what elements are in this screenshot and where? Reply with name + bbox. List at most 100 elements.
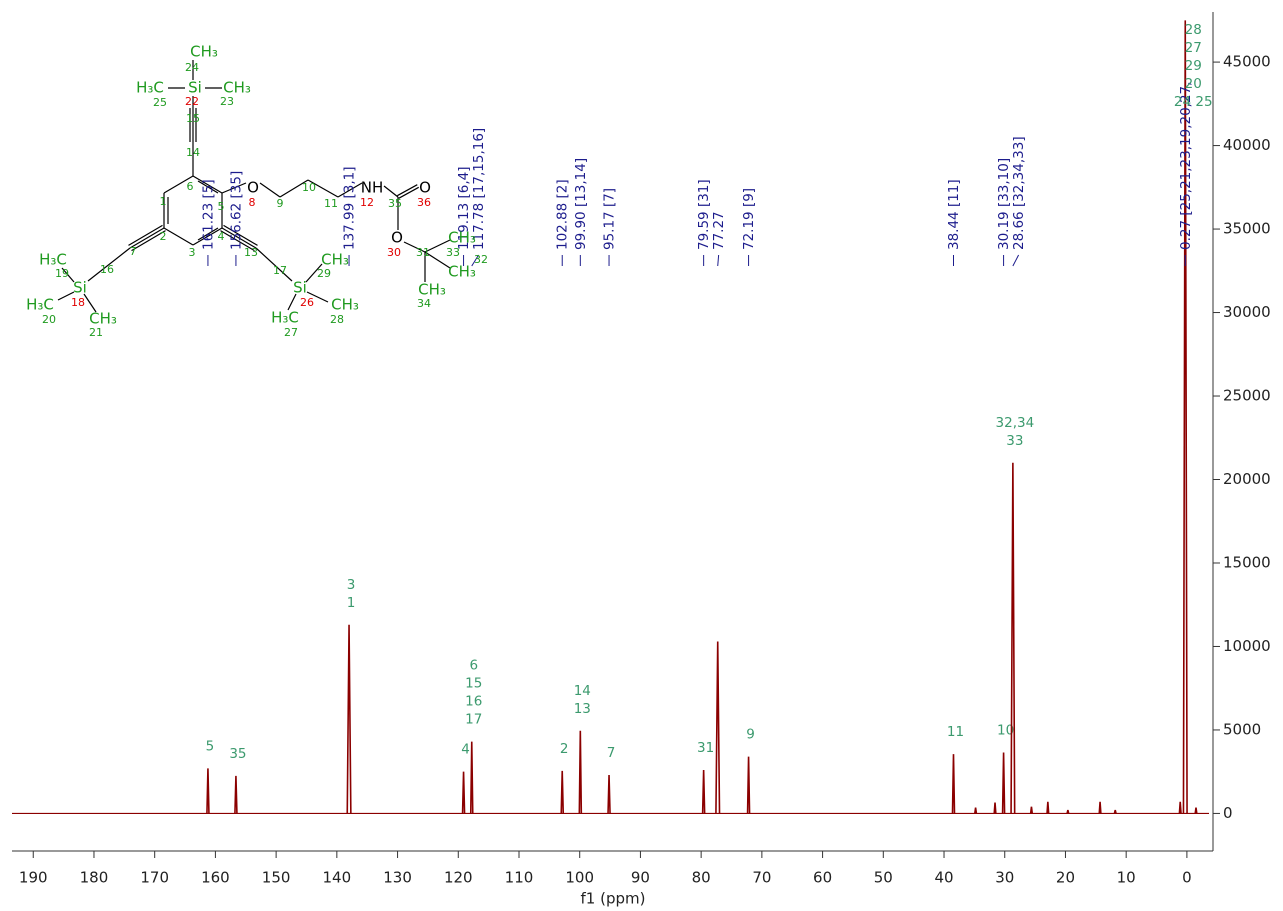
x-tick-label: 120	[444, 869, 473, 887]
assignment-label: 33	[1006, 433, 1023, 449]
structure-label: 28	[330, 313, 344, 326]
assignment-label: 5	[206, 738, 215, 754]
assignment-label: 15	[465, 676, 482, 692]
structure-label: Si	[293, 279, 307, 297]
structure-label: 25	[153, 96, 167, 109]
assignment-label: 11	[947, 724, 964, 740]
x-tick-label: 190	[19, 869, 48, 887]
peak	[1010, 462, 1016, 814]
x-tick-label: 180	[80, 869, 109, 887]
peak	[701, 770, 706, 814]
structure-label: CH₃	[448, 263, 476, 281]
assignment-label: 7	[607, 745, 616, 761]
peak	[715, 641, 721, 814]
assignment-label: 17	[465, 712, 482, 728]
structure-label: 7	[130, 245, 137, 258]
x-tick-label: 60	[813, 869, 832, 887]
bond	[305, 263, 323, 283]
peak-label: 102.88 [2]	[555, 179, 571, 250]
assignment-label: 20	[1185, 76, 1202, 92]
bond	[221, 227, 257, 249]
structure-label: CH₃	[190, 43, 218, 61]
structure-label: 16	[100, 263, 114, 276]
bond	[131, 230, 166, 252]
assignment-label: 10	[997, 722, 1014, 738]
structure-label: H₃C	[26, 296, 54, 314]
y-tick-label: 5000	[1223, 720, 1261, 738]
structure-label: NH	[361, 179, 384, 197]
structure-label: 19	[55, 267, 69, 280]
structure-label: CH₃	[89, 310, 117, 328]
structure-label: H₃C	[136, 79, 164, 97]
structure-label: 6	[187, 180, 194, 193]
minor-peak	[974, 807, 978, 814]
x-tick-label: 170	[140, 869, 169, 887]
assignment-label: 35	[229, 746, 246, 762]
bond	[220, 230, 255, 252]
structure-label: 18	[71, 296, 85, 309]
peak-label: 72.19 [9]	[741, 188, 757, 250]
bond	[197, 227, 219, 241]
bond	[87, 247, 131, 282]
bond	[306, 291, 329, 303]
peak-label: 79.59 [31]	[696, 179, 712, 250]
structure-label: 4	[218, 230, 225, 243]
bond	[192, 227, 223, 246]
structure-label: 1	[160, 195, 167, 208]
y-tick-label: 30000	[1223, 303, 1271, 321]
minor-peak	[1194, 807, 1198, 814]
assignment-label: 32,34	[996, 415, 1035, 431]
bond	[403, 241, 426, 253]
structure-label: 17	[273, 264, 287, 277]
structure-label: 30	[387, 246, 401, 259]
x-tick-label: 90	[631, 869, 650, 887]
structure-label: 13	[244, 246, 258, 259]
structure-label: H₃C	[271, 309, 299, 327]
peak-label: 137.99 [3,1]	[342, 166, 358, 250]
structure-label: O	[419, 179, 431, 197]
peak	[461, 771, 466, 814]
y-tick-label: 25000	[1223, 387, 1271, 405]
peak-label: 99.90 [13,14]	[573, 158, 589, 250]
x-tick-label: 130	[383, 869, 412, 887]
minor-peak	[1178, 801, 1182, 814]
peak	[346, 624, 352, 814]
x-tick-label: 80	[692, 869, 711, 887]
minor-peak	[1113, 809, 1117, 814]
assignment-label: 16	[465, 694, 482, 710]
minor-peak	[1046, 801, 1050, 814]
structure-label: 23	[220, 95, 234, 108]
structure-label: 20	[42, 313, 56, 326]
peak	[746, 756, 751, 814]
peak	[206, 768, 210, 814]
assignment-label: 24 25	[1174, 94, 1213, 110]
bond	[337, 182, 363, 198]
peak	[1001, 752, 1006, 814]
bond	[279, 179, 309, 198]
structure-label: CH₃	[321, 251, 349, 269]
bond	[223, 224, 258, 246]
assignment-label: 1	[347, 595, 356, 611]
structure-label: 14	[186, 146, 200, 159]
y-tick-label: 0	[1223, 804, 1233, 822]
structure-label: 27	[284, 326, 298, 339]
peak-label: 156.62 [35]	[228, 171, 244, 250]
structure-label: 10	[302, 181, 316, 194]
peak-label: 28.66 [32,34,33]	[1011, 136, 1027, 250]
structure-label: 22	[185, 95, 199, 108]
structure-label: 11	[324, 197, 338, 210]
structure-label: 15	[186, 112, 200, 125]
peak	[578, 730, 583, 814]
peak-label-connector	[1012, 254, 1020, 267]
minor-peak	[993, 802, 997, 814]
structure-label: 33	[446, 246, 460, 259]
x-tick-label: 50	[874, 869, 893, 887]
assignment-label: 27	[1185, 40, 1202, 56]
structure-label: 31	[416, 246, 430, 259]
bond	[398, 186, 420, 199]
bond	[163, 227, 194, 246]
peak	[607, 775, 611, 814]
structure-label: 8	[249, 196, 256, 209]
structure-label: Si	[73, 279, 87, 297]
